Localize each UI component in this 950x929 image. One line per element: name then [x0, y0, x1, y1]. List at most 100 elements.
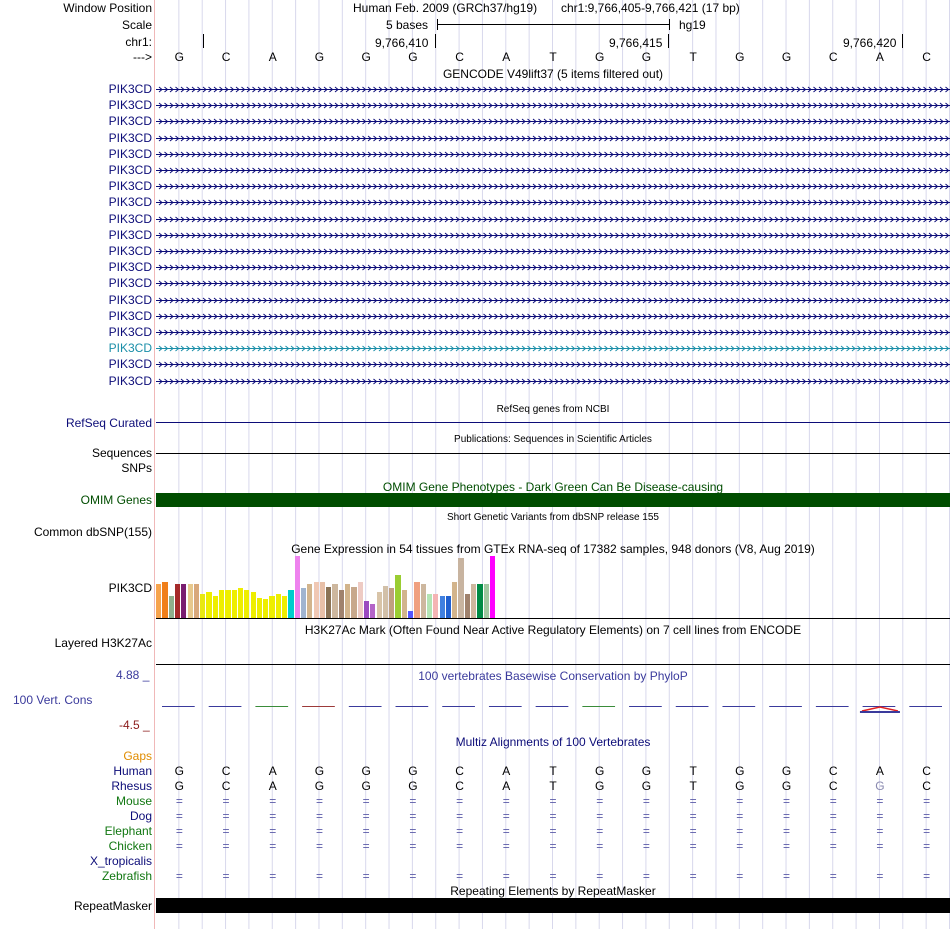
gtex-tissue-bar[interactable] [376, 592, 382, 618]
refseq-track-title[interactable]: RefSeq genes from NCBI [496, 404, 610, 415]
gtex-tissue-bar[interactable] [420, 584, 426, 618]
gencode-item-label[interactable]: PIK3CD [108, 325, 152, 339]
multiz-species-label[interactable]: Rhesus [111, 779, 152, 793]
gencode-gene-line[interactable] [156, 133, 950, 143]
gtex-tissue-bar[interactable] [162, 582, 168, 618]
gtex-tissue-bar[interactable] [458, 558, 464, 618]
multiz-species-label[interactable]: X_tropicalis [89, 854, 152, 868]
multiz-gaps-label[interactable]: Gaps [123, 749, 152, 763]
gtex-tissue-bar[interactable] [382, 586, 389, 618]
gencode-item-label[interactable]: PIK3CD [108, 341, 152, 356]
gencode-gene-line[interactable] [156, 327, 950, 337]
gencode-gene-line[interactable] [156, 100, 950, 110]
multiz-species-label[interactable]: Elephant [104, 824, 152, 838]
gtex-tissue-bar[interactable] [471, 584, 477, 618]
gtex-tissue-bar[interactable] [237, 588, 244, 618]
gtex-tissue-bar[interactable] [156, 584, 162, 618]
gencode-gene-line[interactable] [156, 197, 950, 207]
multiz-species-label[interactable]: Mouse [115, 794, 152, 808]
gtex-tissue-bar[interactable] [200, 594, 206, 618]
gencode-gene-line[interactable] [156, 376, 950, 386]
phylop-signal[interactable] [156, 695, 950, 717]
omim-track-title[interactable]: OMIM Gene Phenotypes - Dark Green Can Be… [382, 480, 724, 494]
gencode-gene-line[interactable] [156, 246, 950, 256]
gtex-tissue-bar[interactable] [225, 590, 231, 618]
gtex-tissue-bar[interactable] [193, 584, 200, 618]
gtex-tissue-bar[interactable] [351, 587, 357, 618]
gtex-tissue-bar[interactable] [187, 584, 193, 618]
gtex-tissue-bar[interactable] [357, 582, 363, 618]
gencode-gene-line[interactable] [156, 230, 950, 240]
gtex-tissue-bar[interactable] [244, 590, 250, 618]
gtex-tissue-bar[interactable] [294, 556, 300, 618]
multiz-species-label[interactable]: Human [113, 764, 152, 778]
gtex-tissue-bar[interactable] [168, 596, 174, 618]
gencode-gene-line[interactable] [156, 295, 950, 305]
h3k27ac-track-label[interactable]: Layered H3K27Ac [54, 636, 152, 650]
gencode-item-label[interactable]: PIK3CD [108, 146, 152, 161]
repeatmasker-bar[interactable] [156, 898, 950, 913]
gtex-tissue-bar[interactable] [275, 594, 281, 618]
gencode-item-label[interactable]: PIK3CD [108, 130, 152, 145]
gencode-item-label[interactable]: PIK3CD [108, 292, 152, 307]
gencode-track-title[interactable]: GENCODE V49lift37 (5 items filtered out) [442, 67, 664, 81]
omim-gene-bar[interactable] [156, 493, 950, 507]
gtex-tissue-bar[interactable] [408, 611, 414, 618]
gencode-gene-line[interactable] [156, 278, 950, 288]
gtex-tissue-bar[interactable] [206, 592, 212, 618]
gencode-item-label[interactable]: PIK3CD [108, 179, 152, 194]
gtex-tissue-bar[interactable] [426, 594, 433, 618]
gtex-tissue-bar[interactable] [231, 590, 237, 618]
gtex-tissue-bar[interactable] [439, 596, 445, 618]
repeatmasker-track-label[interactable]: RepeatMasker [73, 899, 152, 913]
h3k27ac-track-title[interactable]: H3K27Ac Mark (Often Found Near Active Re… [304, 623, 802, 637]
gtex-tissue-bar[interactable] [477, 584, 483, 618]
multiz-species-label[interactable]: Zebrafish [101, 869, 152, 883]
gtex-tissue-bar[interactable] [300, 588, 307, 618]
multiz-track-title[interactable]: Multiz Alignments of 100 Vertebrates [455, 735, 651, 749]
gencode-gene-line[interactable] [156, 149, 950, 159]
gencode-gene-line[interactable] [156, 214, 950, 224]
snps-track-label[interactable]: SNPs [121, 461, 152, 475]
gencode-gene-line[interactable] [156, 311, 950, 321]
dbsnp-track-label[interactable]: Common dbSNP(155) [33, 525, 152, 539]
gencode-item-label[interactable]: PIK3CD [108, 114, 152, 129]
gencode-item-label[interactable]: PIK3CD [108, 82, 152, 96]
gencode-gene-line[interactable] [156, 165, 950, 175]
gencode-gene-line[interactable] [156, 343, 950, 353]
gtex-tissue-bar[interactable] [256, 598, 263, 618]
refseq-track-label[interactable]: RefSeq Curated [65, 416, 152, 430]
gencode-item-label[interactable]: PIK3CD [108, 227, 152, 242]
gtex-tissue-bar[interactable] [282, 596, 288, 618]
gtex-tissue-bar[interactable] [326, 587, 332, 618]
gtex-track-title[interactable]: Gene Expression in 54 tissues from GTEx … [291, 542, 815, 556]
gencode-item-label[interactable]: PIK3CD [108, 276, 152, 291]
gtex-tissue-bar[interactable] [332, 584, 338, 618]
gtex-tissue-bar[interactable] [212, 596, 218, 618]
gencode-item-label[interactable]: PIK3CD [108, 357, 152, 372]
gtex-tissue-bar[interactable] [250, 592, 256, 618]
gtex-tissue-bar[interactable] [174, 584, 181, 618]
gtex-tissue-bar[interactable] [433, 594, 439, 618]
gtex-tissue-bar[interactable] [269, 596, 275, 618]
gtex-tissue-bar[interactable] [219, 590, 225, 618]
omim-track-label[interactable]: OMIM Genes [80, 493, 152, 507]
publications-track-label[interactable]: Sequences [91, 446, 152, 460]
gencode-item-label[interactable]: PIK3CD [108, 163, 152, 177]
gtex-tissue-bar[interactable] [389, 588, 395, 618]
gtex-tissue-bar[interactable] [313, 582, 319, 618]
gtex-tissue-bar[interactable] [363, 601, 370, 618]
gtex-tissue-bar[interactable] [395, 575, 401, 618]
gencode-item-label[interactable]: PIK3CD [108, 308, 152, 323]
publications-track-title[interactable]: Publications: Sequences in Scientific Ar… [454, 434, 652, 445]
gencode-gene-line[interactable] [156, 359, 950, 369]
gencode-gene-line[interactable] [156, 84, 950, 94]
gtex-tissue-bar[interactable] [445, 596, 452, 618]
gencode-item-label[interactable]: PIK3CD [108, 260, 152, 275]
gtex-tissue-bar[interactable] [288, 590, 294, 618]
gtex-tissue-bar[interactable] [464, 594, 470, 618]
refseq-gene-line[interactable] [156, 422, 950, 423]
gtex-tissue-bar[interactable] [345, 584, 351, 618]
window-position-value[interactable]: chr1:9,766,405-9,766,421 (17 bp) [561, 1, 740, 15]
repeatmasker-track-title[interactable]: Repeating Elements by RepeatMasker [450, 884, 656, 898]
